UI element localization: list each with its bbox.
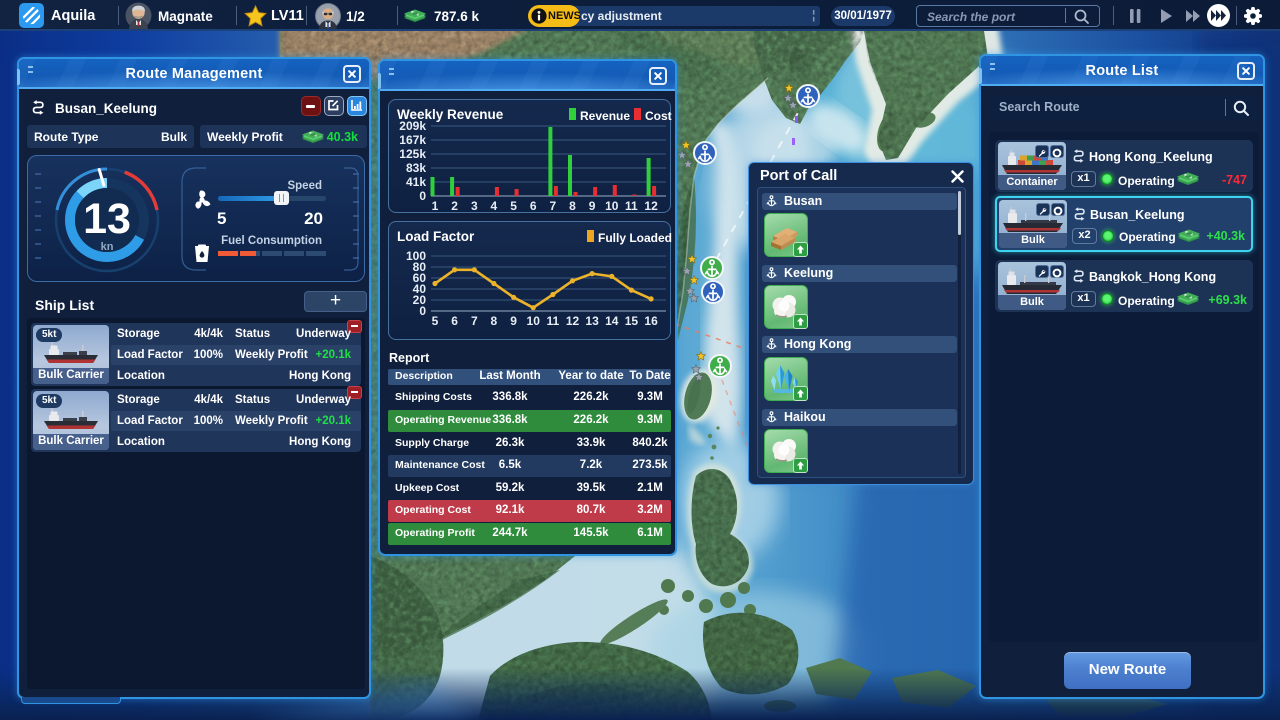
svg-text:9: 9 [589,199,596,213]
svg-text:0: 0 [419,189,426,203]
svg-text:4: 4 [491,199,498,213]
svg-text:2: 2 [451,199,458,213]
svg-text:5: 5 [510,199,517,213]
svg-text:10: 10 [527,314,541,328]
svg-text:80: 80 [413,260,427,274]
svg-text:13: 13 [585,314,599,328]
svg-text:11: 11 [547,314,560,328]
svg-text:13: 13 [83,195,131,243]
svg-text:8: 8 [491,314,498,328]
svg-text:14: 14 [605,314,619,328]
svg-text:10: 10 [605,199,619,213]
svg-text:167k: 167k [399,133,426,147]
svg-text:40: 40 [413,282,427,296]
svg-text:9: 9 [510,314,517,328]
svg-text:kn: kn [101,241,114,253]
svg-text:125k: 125k [399,147,426,161]
svg-text:16: 16 [644,314,658,328]
svg-text:100: 100 [406,249,426,263]
svg-text:11: 11 [625,199,638,213]
svg-text:20: 20 [413,293,427,307]
svg-text:12: 12 [566,314,580,328]
svg-text:8: 8 [569,199,576,213]
svg-text:83k: 83k [406,161,426,175]
svg-text:60: 60 [413,271,427,285]
svg-text:5: 5 [432,314,439,328]
svg-text:3: 3 [471,199,478,213]
svg-text:12: 12 [644,199,658,213]
svg-text:6: 6 [530,199,537,213]
svg-text:209k: 209k [399,119,426,133]
svg-text:6: 6 [451,314,458,328]
svg-text:15: 15 [625,314,639,328]
svg-text:0: 0 [419,304,426,318]
svg-text:41k: 41k [406,175,426,189]
svg-text:7: 7 [550,199,557,213]
svg-text:1: 1 [432,199,439,213]
svg-text:7: 7 [471,314,478,328]
